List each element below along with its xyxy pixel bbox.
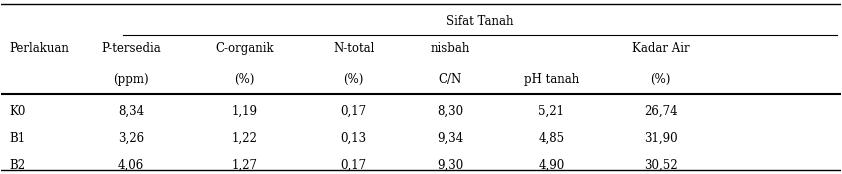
Text: 5,21: 5,21 — [538, 105, 564, 118]
Text: Kadar Air: Kadar Air — [632, 42, 690, 55]
Text: Sifat Tanah: Sifat Tanah — [446, 15, 514, 28]
Text: 4,85: 4,85 — [538, 132, 564, 145]
Text: C/N: C/N — [439, 73, 462, 86]
Text: 0,13: 0,13 — [341, 132, 367, 145]
Text: 8,34: 8,34 — [118, 105, 144, 118]
Text: N-total: N-total — [333, 42, 375, 55]
Text: K0: K0 — [9, 105, 25, 118]
Text: 9,34: 9,34 — [437, 132, 464, 145]
Text: B2: B2 — [9, 159, 25, 172]
Text: B1: B1 — [9, 132, 25, 145]
Text: 8,30: 8,30 — [437, 105, 463, 118]
Text: 3,26: 3,26 — [118, 132, 144, 145]
Text: P-tersedia: P-tersedia — [101, 42, 161, 55]
Text: (ppm): (ppm) — [113, 73, 149, 86]
Text: 30,52: 30,52 — [644, 159, 677, 172]
Text: 0,17: 0,17 — [341, 105, 367, 118]
Text: C-organik: C-organik — [216, 42, 274, 55]
Text: 1,19: 1,19 — [232, 105, 258, 118]
Text: 9,30: 9,30 — [437, 159, 464, 172]
Text: (%): (%) — [650, 73, 671, 86]
Text: 1,22: 1,22 — [232, 132, 258, 145]
Text: Perlakuan: Perlakuan — [9, 42, 69, 55]
Text: pH tanah: pH tanah — [524, 73, 579, 86]
Text: 4,90: 4,90 — [538, 159, 564, 172]
Text: 4,06: 4,06 — [118, 159, 144, 172]
Text: 1,27: 1,27 — [232, 159, 258, 172]
Text: 26,74: 26,74 — [644, 105, 677, 118]
Text: (%): (%) — [344, 73, 364, 86]
Text: (%): (%) — [234, 73, 254, 86]
Text: 31,90: 31,90 — [644, 132, 677, 145]
Text: nisbah: nisbah — [431, 42, 470, 55]
Text: 0,17: 0,17 — [341, 159, 367, 172]
